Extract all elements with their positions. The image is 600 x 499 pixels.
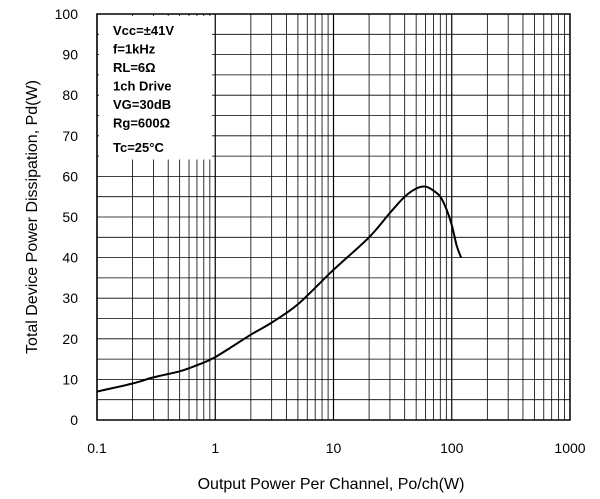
x-tick-label: 10 <box>326 440 342 456</box>
conditions-background <box>99 16 212 160</box>
y-tick-label: 90 <box>62 47 78 63</box>
condition-label: Rg=600Ω <box>113 116 170 131</box>
y-tick-label: 70 <box>62 128 78 144</box>
y-tick-label: 30 <box>62 290 78 306</box>
x-tick-label: 100 <box>440 440 464 456</box>
condition-label: f=1kHz <box>113 42 156 57</box>
y-tick-label: 40 <box>62 250 78 266</box>
y-tick-labels: 0 10 20 30 40 50 60 70 80 90 100 <box>55 6 79 428</box>
x-tick-label: 0.1 <box>87 440 107 456</box>
y-tick-label: 80 <box>62 87 78 103</box>
condition-label: 1ch Drive <box>113 79 172 94</box>
condition-label: RL=6Ω <box>113 60 156 75</box>
x-tick-labels: 0.1 1 10 100 1000 <box>87 440 586 456</box>
y-tick-label: 0 <box>70 412 78 428</box>
y-tick-label: 10 <box>62 371 78 387</box>
condition-label: Tc=25°C <box>113 140 164 155</box>
condition-label: VG=30dB <box>113 97 171 112</box>
plot-frame <box>96 13 571 421</box>
condition-label: Vcc=±41V <box>113 23 174 38</box>
y-tick-label: 100 <box>55 6 79 22</box>
y-tick-label: 20 <box>62 331 78 347</box>
y-tick-label: 60 <box>62 168 78 184</box>
x-tick-label: 1 <box>211 440 219 456</box>
x-axis-title: Output Power Per Channel, Po/ch(W) <box>198 476 465 493</box>
x-tick-label: 1000 <box>554 440 585 456</box>
y-tick-label: 50 <box>62 209 78 225</box>
y-axis-title: Total Device Power Dissipation, Pd(W) <box>24 80 41 354</box>
conditions-box: Vcc=±41V f=1kHz RL=6Ω 1ch Drive VG=30dB Rg=60… <box>99 16 212 160</box>
series-line <box>96 185 463 393</box>
